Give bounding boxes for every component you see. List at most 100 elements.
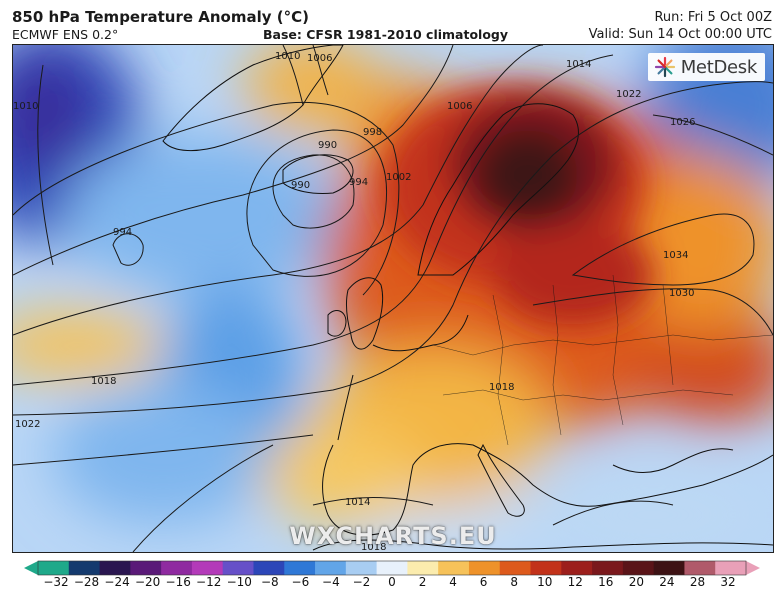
africa-north-coast: [312, 539, 773, 551]
isobar: [552, 500, 674, 526]
colorbar-tick-label: 4: [449, 575, 457, 589]
colorbar-tick-label: −8: [260, 575, 279, 589]
colorbar-cell: [284, 561, 316, 575]
isobar: [13, 45, 454, 276]
colorbar-cell: [253, 561, 285, 575]
isobar-label: 1022: [15, 419, 40, 430]
isobar: [272, 154, 355, 229]
isobar-label: 990: [318, 140, 337, 151]
colorbar-tick-label: 2: [418, 575, 427, 589]
colorbar-cell: [130, 561, 162, 575]
colorbar-cell: [715, 561, 747, 575]
colorbar-cell: [592, 561, 624, 575]
isobar: [13, 101, 400, 296]
isobar-label: 1018: [91, 376, 116, 387]
isobar-label: 1026: [670, 117, 695, 128]
isobar-label: 1010: [275, 51, 300, 62]
colorbar-cell: [161, 561, 193, 575]
colorbar-cell: [530, 561, 562, 575]
isobar-label: 1014: [345, 497, 370, 508]
colorbar-cell: [315, 561, 347, 575]
isobar: [132, 444, 274, 552]
isobar-label: 994: [113, 227, 132, 238]
isobar: [13, 54, 614, 386]
anomaly-map: 1010 1006 1014 1022 1026 990 990 994 998…: [12, 44, 774, 553]
isobar: [652, 114, 773, 156]
colorbar-tick-label: −32: [43, 575, 69, 589]
wxcharts-watermark: WXCHARTS.EU: [289, 522, 497, 550]
black-sea-coast: [612, 448, 734, 473]
colorbar-tick-label: −6: [291, 575, 310, 589]
colorbar-cell: [622, 561, 655, 575]
colorbar-tick-label: −10: [226, 575, 252, 589]
isobar: [312, 45, 329, 96]
isobar: [13, 434, 314, 466]
isobar-label: 1002: [386, 172, 411, 183]
ireland-coast: [327, 310, 347, 337]
isobars: [13, 45, 773, 552]
isobar: [312, 497, 434, 506]
isobar: [37, 64, 54, 266]
colorbar-cell: [38, 561, 70, 575]
mediterranean-north-coast: [322, 443, 773, 536]
isobar-label: 1030: [669, 288, 694, 299]
metdesk-logo: MetDesk: [647, 53, 765, 81]
isobar-label: 1006: [447, 101, 472, 112]
colorbar-max-arrow: [746, 561, 760, 575]
model-label: ECMWF ENS 0.2°: [12, 27, 119, 42]
isobar: [532, 288, 773, 336]
colorbar-tick-label: 10: [537, 575, 553, 589]
colorbar-cell: [438, 561, 470, 575]
isobar: [246, 129, 387, 277]
isobar-label: 1014: [566, 59, 591, 70]
isobar: [282, 45, 304, 106]
colorbar-tick-label: 6: [479, 575, 488, 589]
colorbar-cell: [499, 561, 532, 575]
colorbar-tick-label: 8: [510, 575, 518, 589]
colorbar-min-arrow: [24, 561, 38, 575]
isobar-label: 998: [363, 127, 382, 138]
isobar: [571, 213, 755, 286]
valid-time-label: Valid: Sun 14 Oct 00:00 UTC: [588, 27, 772, 42]
coastlines: [162, 45, 773, 551]
colorbar-cell: [376, 561, 408, 575]
colorbar-tick-label: −24: [104, 575, 130, 589]
italy-coast: [477, 443, 525, 517]
biscay-coast: [337, 374, 354, 441]
colorbar: [24, 560, 760, 576]
run-time-label: Run: Fri 5 Oct 00Z: [654, 10, 772, 25]
colorbar-cell: [191, 561, 224, 575]
colorbar-tick-label: −4: [322, 575, 340, 589]
colorbar-tick-label: −12: [196, 575, 222, 589]
isobar-label: 1006: [307, 53, 332, 64]
isobar: [13, 81, 773, 416]
isobar-label: 994: [349, 177, 368, 188]
isobar-label: 1018: [489, 382, 514, 393]
scandinavia-coast: [417, 103, 579, 276]
chart-title: 850 hPa Temperature Anomaly (°C): [12, 8, 309, 26]
metdesk-star-icon: [654, 56, 675, 78]
great-britain-coast: [346, 277, 384, 350]
colorbar-tick-label: −16: [165, 575, 191, 589]
colorbar-cell: [345, 561, 378, 575]
colorbar-cell: [99, 561, 131, 575]
colorbar-tick-label: −28: [73, 575, 100, 589]
colorbar-tick-label: 16: [598, 575, 614, 589]
isobar: [112, 233, 144, 266]
isobar-label: 1010: [13, 101, 38, 112]
colorbar-ticks: −32 −28 −24 −20 −16 −12 −10 −8 −6 −4 −2 0 2 4 6 8 10 12 16…: [24, 575, 760, 595]
isobar-label: 1022: [616, 89, 641, 100]
colorbar-cell: [407, 561, 439, 575]
colorbar-cell: [561, 561, 593, 575]
isobar-labels: 1010 1006 1014 1022 1026 990 990 994 998…: [13, 51, 695, 552]
colorbar-cell: [222, 561, 254, 575]
isobar: [13, 45, 544, 336]
map-canvas: 1010 1006 1014 1022 1026 990 990 994 998…: [13, 45, 773, 552]
colorbar-tick-label: −2: [352, 575, 371, 589]
isobar-label: 1018: [361, 542, 386, 552]
metdesk-logo-text: MetDesk: [680, 56, 758, 78]
isobar-label: 1034: [663, 250, 688, 261]
colorbar-cell: [68, 561, 101, 575]
greenland-coast: [162, 45, 344, 152]
colorbar-tick-label: −20: [134, 575, 161, 589]
